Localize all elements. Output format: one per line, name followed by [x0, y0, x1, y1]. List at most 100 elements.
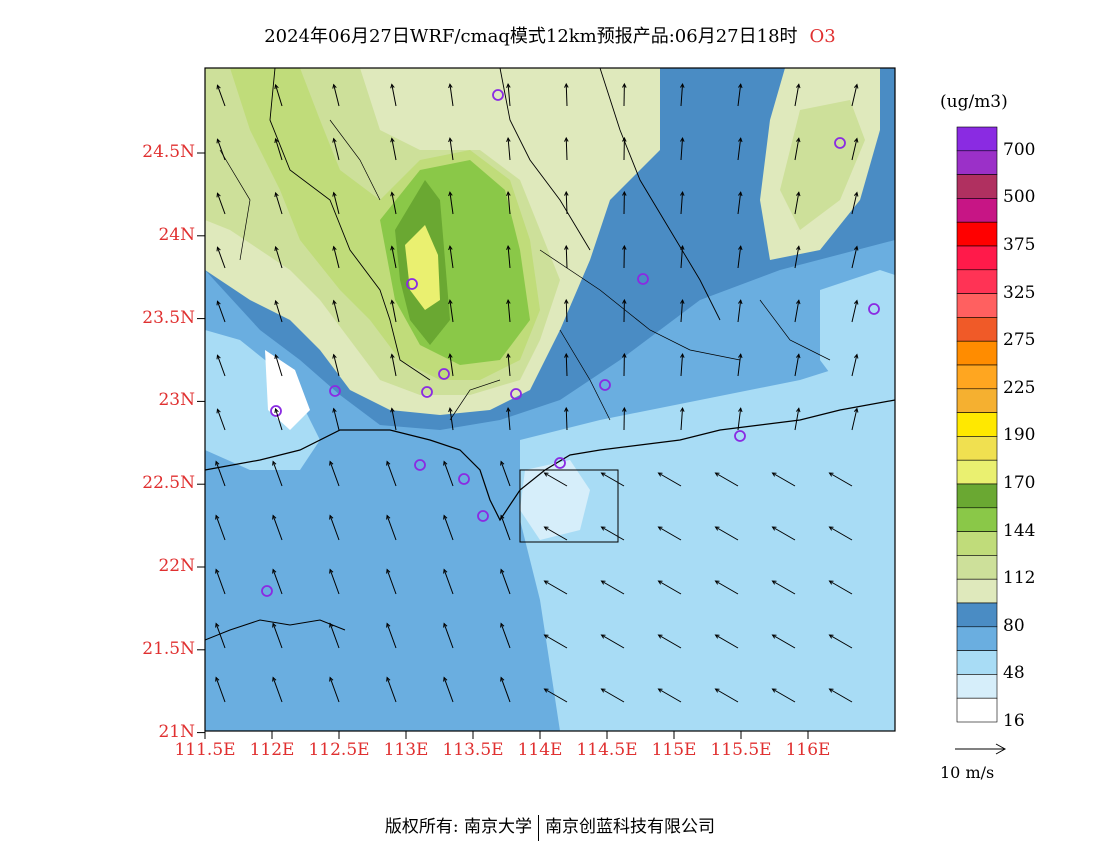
- wind-arrow: [771, 634, 796, 649]
- wind-arrow: [622, 352, 627, 377]
- wind-arrow: [794, 353, 801, 377]
- wind-arrow: [622, 82, 627, 107]
- wind-arrow: [622, 298, 627, 323]
- station-marker: [458, 473, 470, 485]
- wind-arrow: [714, 472, 739, 487]
- wind-arrow: [794, 245, 801, 269]
- wind-arrow: [851, 83, 859, 107]
- wind-arrow: [737, 83, 743, 107]
- wind-arrow: [216, 354, 226, 377]
- station-marker: [637, 273, 649, 285]
- colorbar-swatch: [956, 626, 998, 651]
- station-marker: [734, 430, 746, 442]
- wind-arrow: [543, 688, 568, 703]
- colorbar-swatch: [956, 650, 998, 675]
- colorbar-swatch: [956, 126, 998, 152]
- station-marker: [510, 388, 522, 400]
- colorbar-level: 700: [1003, 139, 1036, 160]
- wind-arrow: [216, 84, 226, 107]
- wind-arrow: [771, 526, 796, 541]
- station-marker: [868, 303, 880, 315]
- wind-arrow: [680, 190, 685, 215]
- wind-arrow: [443, 622, 454, 649]
- station-marker: [492, 89, 504, 101]
- wind-arrow: [794, 407, 801, 431]
- latitude-label: 21N: [158, 721, 195, 742]
- colorbar-swatch: [956, 221, 998, 247]
- contour-0-16-pearl: [520, 460, 590, 540]
- longitude-label: 116E: [785, 740, 831, 760]
- wind-arrow: [274, 407, 283, 431]
- wind-arrow: [215, 676, 226, 703]
- latitude-label: 23N: [158, 390, 195, 411]
- colorbar-level: 375: [1003, 235, 1036, 255]
- wind-arrow: [272, 514, 283, 541]
- wind-arrow: [794, 83, 801, 107]
- longitude-label: 114E: [517, 740, 563, 760]
- wind-arrow: [272, 622, 283, 649]
- footer-right: 南京创蓝科技有限公司: [545, 817, 716, 837]
- wind-arrow: [332, 407, 340, 431]
- wind-arrow: [272, 460, 283, 487]
- colorbar-level: 80: [1003, 615, 1025, 636]
- wind-arrow: [448, 407, 454, 431]
- wind-arrow: [500, 622, 511, 649]
- wind-arrow: [216, 192, 226, 215]
- wind-arrow: [274, 191, 283, 215]
- colorbar-swatch: [956, 483, 998, 509]
- wind-arrow: [657, 688, 682, 703]
- wind-arrow: [543, 634, 568, 649]
- wind-arrow: [680, 82, 685, 107]
- wind-arrow: [216, 300, 226, 323]
- wind-arrow: [564, 190, 569, 215]
- wind-arrow: [332, 137, 340, 161]
- wind-arrow: [771, 688, 796, 703]
- wind-arrow: [828, 526, 853, 541]
- colorbar-swatch: [956, 674, 998, 699]
- wind-arrow: [443, 568, 454, 595]
- wind-arrow: [390, 353, 397, 377]
- wind-arrow: [600, 472, 625, 487]
- wind-arrow: [851, 299, 859, 323]
- station-marker: [554, 457, 566, 469]
- wind-arrow: [215, 568, 226, 595]
- wind-arrow: [828, 688, 853, 703]
- wind-arrow: [828, 580, 853, 595]
- colorbar-swatch: [956, 412, 998, 437]
- latitude-label: 24.5N: [142, 142, 195, 162]
- contour-16-48-east: [820, 270, 895, 400]
- colorbar-level: 500: [1003, 187, 1036, 208]
- wind-arrow: [386, 568, 397, 595]
- wind-arrow: [851, 353, 859, 377]
- wind-arrow: [274, 245, 283, 269]
- wind-arrow: [851, 137, 859, 161]
- colorbar-swatch: [956, 388, 998, 413]
- wind-arrow: [443, 676, 454, 703]
- wind-arrow: [737, 353, 743, 377]
- wind-arrow: [737, 137, 743, 161]
- wind-reference-arrow: [955, 743, 1007, 755]
- footer-left: 版权所有: 南京大学: [384, 817, 533, 837]
- wind-arrow: [680, 406, 685, 431]
- wind-arrow: [390, 83, 397, 107]
- wind-arrow: [332, 191, 340, 215]
- contour-16-48-west: [205, 330, 320, 470]
- wind-arrow: [332, 245, 340, 269]
- zoom-box: [519, 469, 619, 543]
- wind-arrow: [564, 136, 569, 161]
- colorbar-level: 325: [1003, 282, 1036, 303]
- latitude-label: 24N: [158, 224, 195, 245]
- wind-arrow: [506, 82, 511, 107]
- wind-vectors: [215, 82, 859, 703]
- wind-arrow: [680, 244, 685, 269]
- wind-arrow: [448, 353, 454, 377]
- wind-arrow: [390, 137, 397, 161]
- wind-arrow: [332, 353, 340, 377]
- wind-arrow: [274, 299, 283, 323]
- wind-arrow: [506, 136, 511, 161]
- axis-ticks: [197, 152, 809, 739]
- wind-arrow: [737, 191, 743, 215]
- wind-arrow: [386, 676, 397, 703]
- wind-arrow: [794, 299, 801, 323]
- wind-arrow: [215, 622, 226, 649]
